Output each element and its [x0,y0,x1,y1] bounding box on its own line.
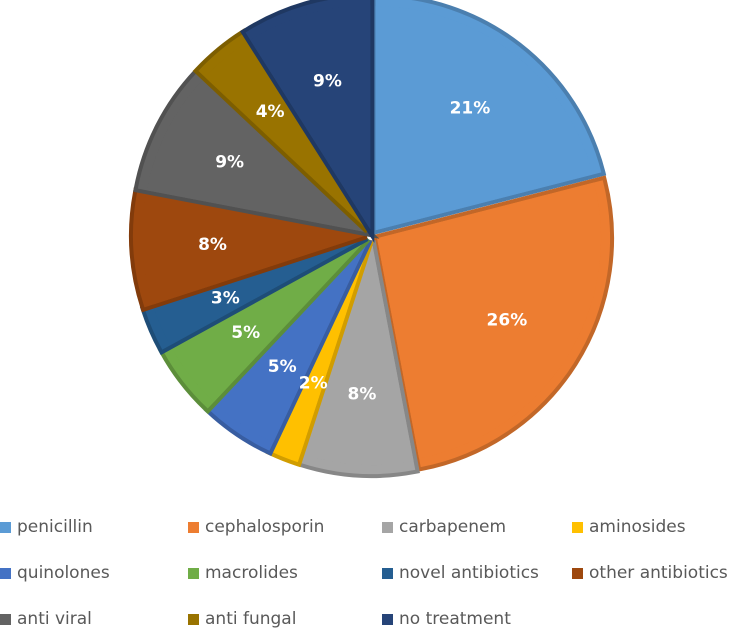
data-label-carbapenem: 8% [348,384,377,404]
legend-swatch [0,613,11,625]
data-label-aminosides: 2% [299,374,328,394]
data-label-anti-viral: 9% [215,152,244,172]
legend-swatch [0,521,11,533]
legend-label: anti viral [17,609,92,629]
legend-swatch [382,521,393,533]
legend-swatch [188,521,199,533]
legend-swatch [0,567,11,579]
legend-label: no treatment [399,609,511,629]
legend-label: novel antibiotics [399,563,539,583]
legend-item-macrolides: macrolides [188,560,298,586]
legend-label: macrolides [205,563,298,583]
data-label-quinolones: 5% [268,357,297,377]
legend-swatch [188,613,199,625]
legend-item-cephalosporin: cephalosporin [188,514,324,540]
pie-slice-face-penicillin [375,6,593,231]
pie-slice-face-anti-fungal [204,41,369,231]
data-label-novel-antibiotics: 3% [211,288,240,308]
pie-slice-face-novel-antibiotics [153,237,367,346]
legend-label: penicillin [17,517,93,537]
chart-legend: penicillin cephalosporin carbapenem aminosi… [0,512,750,630]
legend-item-penicillin: penicillin [0,514,93,540]
pie-slice-face-quinolones [215,239,369,443]
pie-slice-face-carbapenem [302,240,414,465]
legend-item-anti-fungal: anti fungal [188,606,296,632]
legend-label: other antibiotics [589,563,728,583]
legend-item-aminosides: aminosides [572,514,686,540]
data-label-other-antibiotics: 8% [198,235,227,255]
legend-label: carbapenem [399,517,507,537]
data-label-penicillin: 21% [450,99,491,119]
legend-label: anti fungal [205,609,297,629]
legend-item-no-treatment: no treatment [382,606,511,632]
pie-slice-face-macrolides [170,238,368,402]
legend-label: aminosides [589,517,686,537]
legend-item-other-antibiotics: other antibiotics [572,560,728,586]
legend-swatch [572,567,583,579]
data-label-cephalosporin: 26% [487,311,528,331]
legend-item-quinolones: quinolones [0,560,110,586]
pie-slice-face-anti-viral [146,78,367,233]
pie-slice-face-other-antibiotics [142,193,367,305]
data-label-no-treatment: 9% [313,72,342,92]
legend-swatch [382,567,393,579]
pie-slice-face-no-treatment [250,5,371,230]
data-label-macrolides: 5% [231,323,260,343]
legend-label: cephalosporin [205,517,325,537]
legend-swatch [382,613,393,625]
legend-item-anti-viral: anti viral [0,606,92,632]
pie-slice-face-cephalosporin [377,182,602,459]
pie-chart-svg: 21%26%8%2%5%5%3%8%9%4%9% [129,0,615,478]
legend-swatch [572,521,583,533]
legend-item-novel-antibiotics: novel antibiotics [382,560,539,586]
legend-swatch [188,567,199,579]
legend-label: quinolones [17,563,110,583]
data-label-anti-fungal: 4% [256,102,285,122]
legend-item-carbapenem: carbapenem [382,514,506,540]
